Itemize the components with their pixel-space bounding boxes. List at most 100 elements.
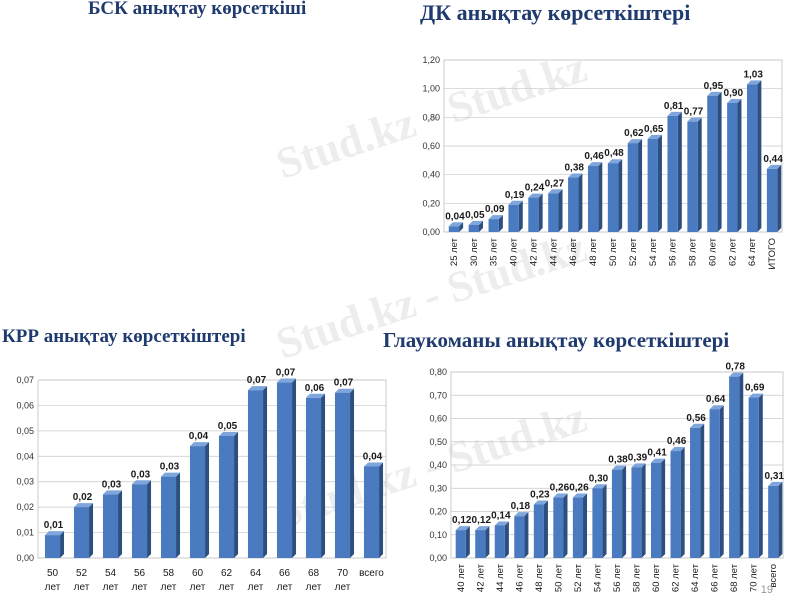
krr-bar-top [276,378,297,383]
dk-bar [687,121,698,232]
glaucoma-bar-top [592,484,607,489]
dk-bar-top [727,99,742,103]
glaucoma-x-tick-label: 50 лет [553,563,564,592]
dk-x-tick-label: 40 лет [509,237,520,266]
dk-bar-top [647,134,662,139]
krr-x-tick-label: 54 лет [103,568,119,593]
dk-bar-side [538,193,543,232]
dk-x-tick-label: 52 лет [628,237,639,266]
dk-x-tick-label: 64 лет [747,237,758,266]
krr-bar [334,392,351,558]
krr-x-tick-label: 56 лет [132,568,148,593]
glaucoma-bar-top [455,526,470,531]
dk-data-label: 1,03 [743,69,763,80]
krr-y-tick-label: 0,02 [16,502,34,512]
glaucoma-x-tick-label: 64 лет [690,563,701,592]
glaucoma-bar-side [524,512,529,558]
dk-data-label: 0,27 [545,178,565,189]
dk-bar [448,226,460,232]
krr-data-label: 0,07 [334,378,354,389]
glaucoma-bar-side [485,526,490,558]
krr-data-label: 0,05 [218,421,238,432]
dk-chart: 0,00 0,20 0,40 0,60 0,80 1,00 1,20 0,04 25 лет 0,… [408,42,790,294]
krr-x-tick-label: 66 лет [277,568,293,593]
krr-bar-side [176,472,181,558]
glaucoma-bar [514,516,525,558]
dk-data-label: 0,95 [704,81,724,92]
dk-bar-top [587,162,603,167]
krr-x-tick-label: 64 лет [248,568,264,593]
dk-y-tick-label: 0,40 [422,170,440,180]
krr-bar-top [218,431,239,436]
glaucoma-x-tick-label: 52 лет [573,563,584,592]
dk-bar-top [707,91,722,96]
krr-data-label: 0,03 [102,479,122,490]
dk-data-label: 0,09 [485,204,505,215]
glaucoma-bar [611,469,623,558]
dk-bar [548,193,559,232]
glaucoma-data-label: 0,64 [706,394,726,405]
dk-bar-side [498,215,503,232]
dk-bar-top [468,220,483,225]
krr-data-label: 0,04 [189,431,209,442]
krr-bar-side [292,378,297,558]
glaucoma-data-label: 0,14 [491,510,511,521]
dk-y-tick-label: 0,80 [422,112,440,122]
krr-bar [247,390,264,558]
krr-bar-top [44,531,65,536]
krr-y-tick-label: 0,07 [16,375,34,385]
krr-x-tick-label: 58 лет [161,568,177,593]
krr-data-label: 0,07 [276,368,296,379]
krr-bar-side [60,531,65,558]
glaucoma-bar [533,504,544,558]
glaucoma-data-label: 0,26 [569,483,589,494]
glaucoma-bar-top [650,458,666,463]
glaucoma-x-tick-label: 40 лет [456,563,467,592]
dk-data-label: 0,19 [505,190,525,201]
glaucoma-bar [670,451,681,558]
glaucoma-bar-side [583,493,588,558]
glaucoma-bar [494,525,505,558]
glaucoma-bar [592,488,603,558]
krr-x-tick-label: 70 лет [335,568,351,593]
krr-bar-top [334,388,355,393]
glaucoma-x-tick-label: 68 лет [729,563,740,592]
dk-bar [528,197,539,232]
krr-x-tick-label: 60 лет [190,568,206,593]
krr-data-label: 0,03 [131,469,151,480]
glaucoma-x-tick-label: 48 лет [534,563,545,592]
krr-bar [276,382,293,558]
glaucoma-bar-side [778,481,783,558]
dk-title: ДК анықтау көрсеткіштері [420,0,691,25]
dk-bar-side [518,200,523,232]
krr-data-label: 0,01 [44,520,64,531]
dk-bar [568,177,579,232]
glaucoma-data-label: 0,69 [745,383,765,394]
dk-bar-top [607,159,623,164]
dk-x-tick-label: 60 лет [707,237,718,266]
glaucoma-bar [553,497,564,558]
glaucoma-bar-top [690,423,705,428]
krr-y-tick-label: 0,06 [16,400,34,410]
krr-y-tick-label: 0,03 [16,477,34,487]
glaucoma-y-tick-label: 0,10 [429,530,447,540]
glaucoma-data-label: 0,41 [647,448,667,459]
dk-bar-side [578,173,583,232]
dk-bar-top [448,222,464,227]
dk-bar-side [737,99,742,232]
krr-bar-top [102,490,123,495]
dk-x-tick-label: ИТОГО [767,238,778,270]
glaucoma-bar-top [572,493,588,498]
krr-bar-top [363,462,384,467]
dk-data-label: 0,90 [724,88,744,99]
krr-bar-side [89,503,94,558]
glaucoma-data-label: 0,38 [608,455,628,466]
glaucoma-x-tick-label: 70 лет [749,563,760,592]
krr-data-label: 0,06 [305,383,325,394]
dk-bar-side [459,222,464,232]
krr-bar-top [131,480,152,485]
krr-bar [102,494,119,558]
glaucoma-y-tick-label: 0,50 [429,437,447,447]
glaucoma-bar-side [739,372,744,558]
glaucoma-x-tick-label: 54 лет [592,563,603,592]
